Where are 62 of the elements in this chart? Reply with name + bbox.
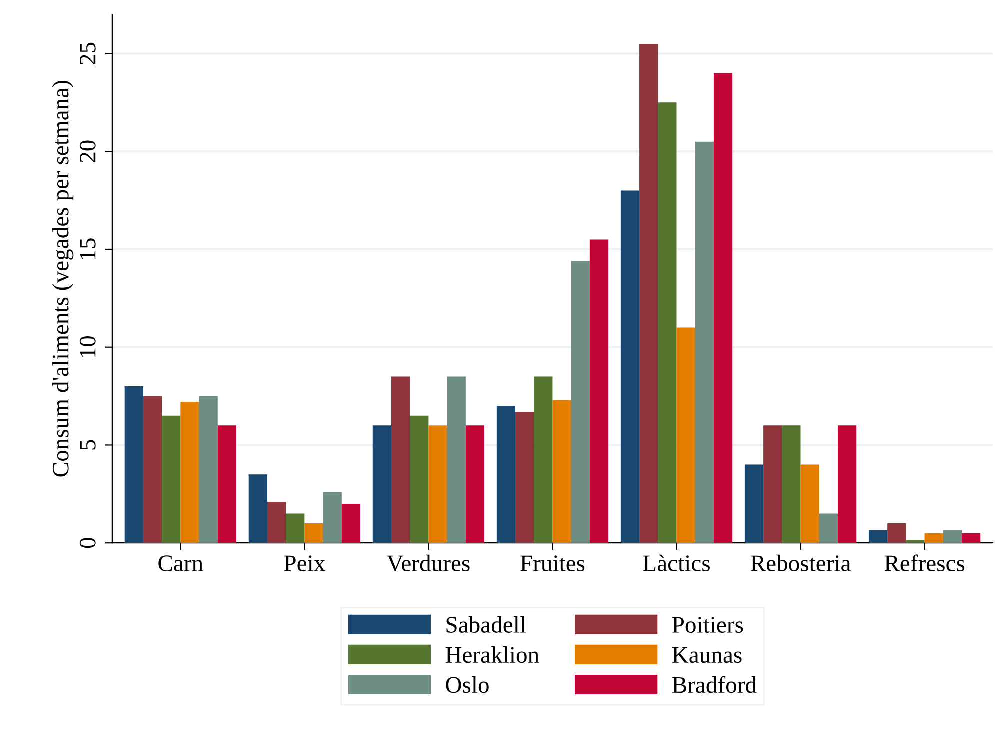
- x-tick-label: Rebosteria: [750, 554, 851, 572]
- bar: [571, 261, 590, 544]
- legend-label: Kaunas: [672, 647, 742, 664]
- x-tick-label: Carn: [158, 556, 204, 572]
- bar: [323, 492, 342, 544]
- bar: [143, 396, 162, 544]
- legend-label: Oslo: [446, 676, 489, 694]
- bar: [447, 376, 466, 544]
- bar: [428, 426, 448, 544]
- bar: [640, 44, 658, 544]
- bar: [620, 190, 640, 544]
- bar: [248, 474, 268, 544]
- bar: [676, 328, 696, 544]
- bar: [695, 142, 714, 544]
- bar: [838, 426, 857, 544]
- bar: [496, 406, 516, 544]
- x-tick-label: Refrescs: [884, 554, 965, 572]
- bar: [924, 533, 944, 544]
- bar: [162, 416, 181, 544]
- bar: [391, 376, 410, 544]
- bar: [286, 514, 305, 544]
- y-tick-label: 15: [80, 238, 96, 260]
- bar: [888, 524, 906, 544]
- bar: [906, 540, 925, 544]
- x-tick-label: Fruites: [520, 556, 585, 572]
- bar: [267, 502, 286, 544]
- bar: [800, 464, 820, 544]
- x-tick-label: Làctics: [643, 554, 710, 572]
- y-tick-label: 0: [80, 538, 96, 548]
- bar: [552, 400, 572, 544]
- y-axis-title: Consum d'aliments (vegades per setmana): [52, 81, 74, 477]
- x-tick-label: Verdures: [387, 554, 470, 572]
- bar: [782, 426, 801, 544]
- y-tick-label: 25: [80, 42, 96, 64]
- bar: [342, 504, 360, 544]
- bar: [124, 386, 144, 544]
- bar: [590, 240, 609, 544]
- bar: [962, 533, 981, 544]
- x-tick-label: Peix: [284, 556, 326, 572]
- y-tick-label: 10: [80, 336, 96, 358]
- bar: [410, 416, 429, 544]
- y-tick-label: 5: [80, 440, 96, 450]
- legend-label: Poitiers: [672, 617, 744, 634]
- bar: [534, 376, 553, 544]
- bar: [466, 426, 485, 544]
- bar: [764, 426, 782, 544]
- legend-label: Bradford: [672, 676, 757, 694]
- bar: [218, 426, 236, 544]
- legend-label: Heraklion: [446, 646, 540, 664]
- bar: [943, 530, 962, 544]
- bar: [180, 402, 200, 544]
- bar: [744, 464, 764, 544]
- y-tick-label: 20: [80, 140, 96, 162]
- bar: [304, 524, 324, 544]
- bar: [372, 426, 392, 544]
- legend-label: Sabadell: [446, 616, 526, 634]
- bar: [199, 396, 218, 544]
- bar: [658, 102, 677, 544]
- bar: [714, 73, 733, 544]
- bar: [516, 412, 534, 544]
- bar: [819, 514, 838, 544]
- bar: [868, 530, 888, 544]
